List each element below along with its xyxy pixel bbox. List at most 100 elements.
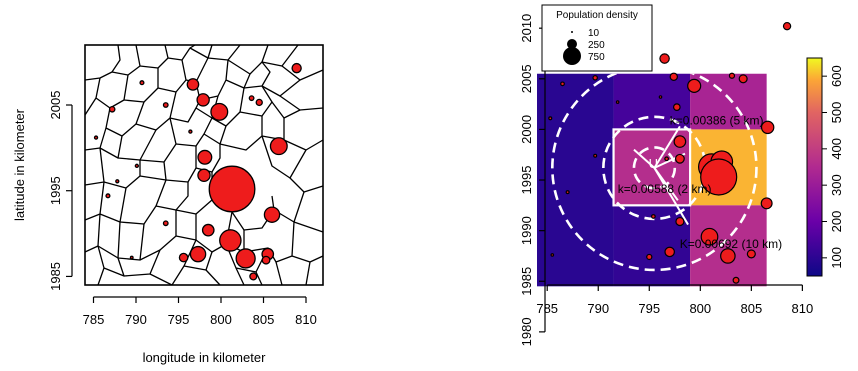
population-point xyxy=(782,21,792,31)
population-point xyxy=(674,153,685,164)
population-point xyxy=(210,102,229,121)
heatmap-cell xyxy=(690,73,767,130)
legend-label: 10 xyxy=(588,28,600,39)
population-point xyxy=(550,253,555,257)
x-tick-label: 795 xyxy=(168,312,190,327)
population-point xyxy=(669,72,678,81)
right-points xyxy=(548,21,792,284)
population-point xyxy=(93,135,99,140)
y-tick-label: 2010 xyxy=(519,14,534,43)
population-point xyxy=(746,249,756,259)
y-tick-label: 1985 xyxy=(48,262,63,291)
population-point xyxy=(593,153,598,158)
direction-line xyxy=(653,167,689,226)
y-tick-label: 1995 xyxy=(519,166,534,195)
population-point xyxy=(672,103,681,111)
population-point xyxy=(720,248,736,264)
left-y-axis: 1985 1995 2005 xyxy=(48,91,73,291)
direction-line xyxy=(633,148,656,169)
population-point xyxy=(646,253,653,261)
x-tick-label: 795 xyxy=(638,301,660,316)
annotations: k=0.00386 (5 km) k=0.00588 (2 km) K=0.0069… xyxy=(618,113,782,251)
annotation-label: k=0.00386 (5 km) xyxy=(670,113,764,127)
population-point xyxy=(673,135,687,148)
x-tick-label: 805 xyxy=(253,312,275,327)
population-point xyxy=(115,179,120,184)
x-tick-label: 790 xyxy=(125,312,147,327)
legend-symbol xyxy=(571,31,573,33)
left-points xyxy=(93,62,302,281)
legend-box xyxy=(541,4,653,72)
left-plot-frame xyxy=(84,44,324,286)
population-point xyxy=(687,78,702,93)
x-tick-label: 785 xyxy=(83,312,105,327)
inner-boxes xyxy=(612,125,692,226)
x-tick-label: 800 xyxy=(210,312,232,327)
center-cell-box xyxy=(612,128,692,207)
population-point xyxy=(235,248,256,269)
population-point xyxy=(650,214,656,219)
population-point xyxy=(162,102,169,108)
population-point xyxy=(664,246,675,258)
population-point xyxy=(728,72,736,79)
annotation-label: k=0.00588 (2 km) xyxy=(618,182,712,196)
population-point xyxy=(186,78,200,91)
x-tick-label: 810 xyxy=(792,301,814,316)
population-point xyxy=(201,223,215,237)
population-point xyxy=(255,98,263,107)
population-point xyxy=(738,74,748,84)
legend-label: 250 xyxy=(588,40,605,51)
x-tick-label: 805 xyxy=(740,301,762,316)
population-point xyxy=(732,276,740,284)
population-point xyxy=(560,81,565,87)
colorbar-tick-label: 400 xyxy=(829,138,844,160)
population-point xyxy=(129,255,134,260)
population-point xyxy=(565,190,570,195)
y-tick-label: 1990 xyxy=(519,216,534,245)
population-point xyxy=(197,149,213,165)
population-point xyxy=(178,252,189,263)
population-point xyxy=(208,165,256,213)
x-tick-label: 810 xyxy=(295,312,317,327)
heatmap-cell xyxy=(690,205,767,287)
population-point xyxy=(658,95,663,99)
direction-line xyxy=(653,125,681,169)
colorbar-tick-label: 600 xyxy=(829,65,844,87)
left-x-axis: 785 790 795 800 805 810 xyxy=(83,296,317,327)
colorbar-gradient xyxy=(806,57,823,277)
right-y-axis: 1980 1985 1990 1995 2000 2005 2010 xyxy=(519,14,546,346)
right-x-axis: 785 790 795 800 805 810 xyxy=(536,284,814,316)
population-point xyxy=(700,227,719,246)
population-point xyxy=(615,100,620,104)
y-tick-label: 1995 xyxy=(48,176,63,205)
y-tick-label: 1985 xyxy=(519,267,534,296)
population-point xyxy=(188,129,193,134)
distance-circle xyxy=(551,73,758,272)
colorbar-tick-label: 500 xyxy=(829,102,844,124)
x-tick-label: 800 xyxy=(689,301,711,316)
y-tick-label: 2005 xyxy=(48,91,63,120)
x-tick-label: 790 xyxy=(587,301,609,316)
legend-label: 750 xyxy=(588,52,605,63)
population-point xyxy=(248,95,255,102)
population-point xyxy=(263,206,281,223)
population-point xyxy=(675,216,685,227)
population-point xyxy=(592,75,598,81)
population-point xyxy=(189,245,207,263)
population-point xyxy=(196,93,210,107)
population-point xyxy=(108,105,116,113)
y-tick-label: 2000 xyxy=(519,115,534,144)
legend-symbol xyxy=(567,39,577,49)
population-point xyxy=(291,62,302,74)
population-point xyxy=(548,116,553,121)
population-point xyxy=(700,158,738,196)
annotation-label: U xyxy=(649,156,658,171)
heatmap-cell xyxy=(537,73,614,287)
population-point xyxy=(134,163,140,169)
population-point xyxy=(269,137,288,156)
legend-symbol xyxy=(563,47,581,65)
colorbar: 100 200 300 400 500 600 xyxy=(806,57,844,277)
x-tick-label: 785 xyxy=(536,301,558,316)
colorbar-tick-label: 200 xyxy=(829,211,844,233)
